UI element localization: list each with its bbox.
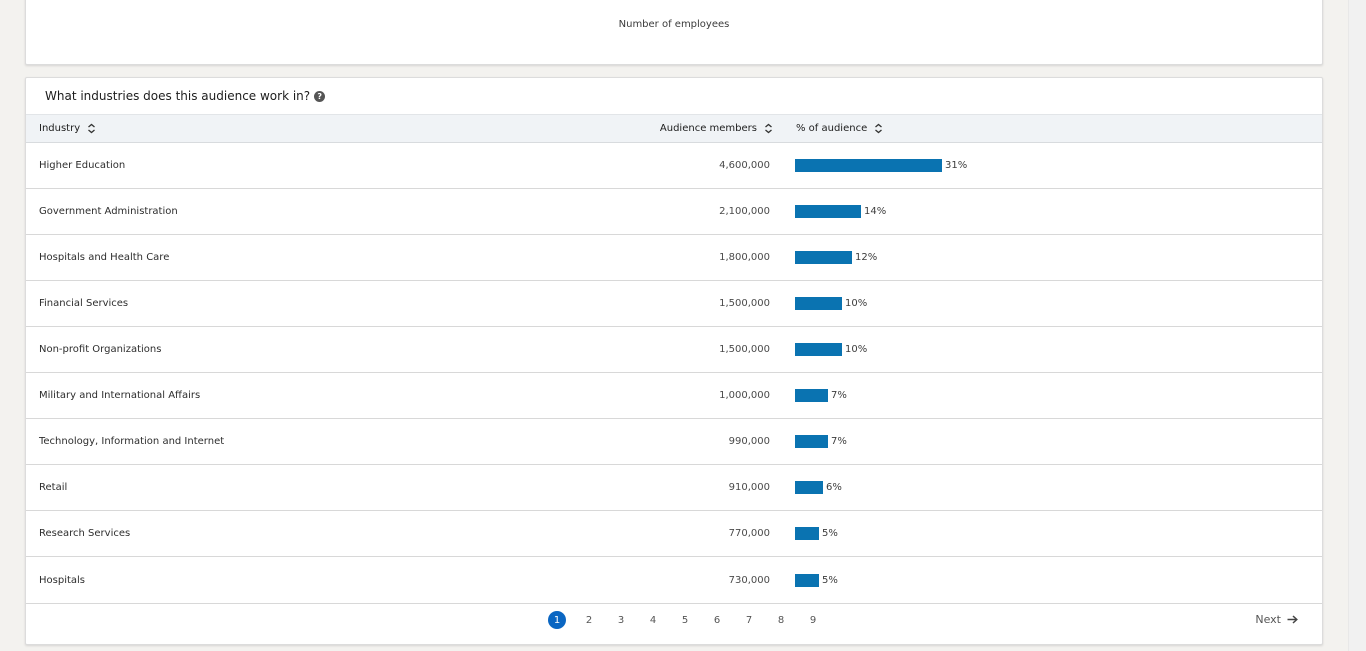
industry-name: Financial Services [39, 298, 129, 309]
page-5[interactable]: 5 [681, 614, 689, 626]
pct-label: 14% [864, 206, 887, 217]
audience-members: 2,100,000 [719, 206, 770, 217]
pct-label: 7% [831, 436, 847, 447]
pct-cell: 5% [795, 557, 838, 603]
x-axis-label: Number of employees [618, 19, 730, 30]
industries-card: What industries does this audience work … [25, 77, 1323, 645]
industry-name: Technology, Information and Internet [39, 436, 225, 447]
pct-bar [795, 527, 819, 540]
page-2[interactable]: 2 [585, 614, 593, 626]
industry-name: Hospitals and Health Care [39, 252, 170, 263]
page-list: 1 2 3 4 5 6 7 8 9 [548, 611, 836, 629]
pct-cell: 7% [795, 373, 847, 418]
table-row: Retail 910,000 6% [26, 465, 1322, 511]
pct-bar [795, 251, 852, 264]
pct-cell: 10% [795, 327, 867, 372]
pct-bar [795, 389, 828, 402]
audience-members: 1,500,000 [719, 344, 770, 355]
audience-members: 1,000,000 [719, 390, 770, 401]
page-1[interactable]: 1 [548, 611, 566, 629]
pct-cell: 6% [795, 465, 842, 510]
pct-bar [795, 297, 842, 310]
page-6[interactable]: 6 [713, 614, 721, 626]
pct-label: 7% [831, 390, 847, 401]
industry-name: Research Services [39, 528, 131, 539]
pct-label: 10% [845, 344, 868, 355]
audience-members: 1,500,000 [719, 298, 770, 309]
table-row: Government Administration 2,100,000 14% [26, 189, 1322, 235]
audience-members: 990,000 [728, 436, 770, 447]
table-row: Financial Services 1,500,000 10% [26, 281, 1322, 327]
scrollbar[interactable] [1348, 0, 1366, 651]
pct-bar [795, 159, 942, 172]
pct-label: 5% [822, 528, 838, 539]
column-header-industry[interactable]: Industry [39, 115, 96, 142]
table-row: Non-profit Organizations 1,500,000 10% [26, 327, 1322, 373]
pct-label: 6% [826, 482, 842, 493]
pct-cell: 10% [795, 281, 867, 326]
industry-name: Higher Education [39, 160, 126, 171]
next-label: Next [1255, 613, 1281, 626]
pct-bar [795, 205, 861, 218]
column-label-pct: % of audience [796, 123, 868, 134]
column-header-members[interactable]: Audience members [660, 115, 773, 142]
industries-title: What industries does this audience work … [45, 89, 311, 103]
table-row: Hospitals 730,000 5% [26, 557, 1322, 604]
page-9[interactable]: 9 [809, 614, 817, 626]
pct-cell: 5% [795, 511, 838, 556]
pct-cell: 14% [795, 189, 886, 234]
next-button[interactable]: Next [1255, 613, 1298, 626]
industry-name: Non-profit Organizations [39, 344, 162, 355]
pct-label: 10% [845, 298, 868, 309]
industries-header: What industries does this audience work … [26, 78, 1322, 114]
table-body: Higher Education 4,600,000 31% Governmen… [26, 143, 1322, 604]
page-8[interactable]: 8 [777, 614, 785, 626]
sort-icon[interactable] [87, 123, 96, 134]
page-4[interactable]: 4 [649, 614, 657, 626]
sort-icon[interactable] [764, 123, 773, 134]
pct-bar [795, 481, 823, 494]
pct-cell: 31% [795, 143, 967, 188]
pct-bar [795, 573, 819, 587]
help-icon[interactable]: ? [314, 91, 326, 102]
pct-bar [795, 343, 842, 356]
pct-label: 5% [822, 574, 838, 586]
arrow-right-icon [1287, 615, 1298, 624]
pct-cell: 7% [795, 419, 847, 464]
table-header: Industry Audience members % of audience [26, 114, 1322, 143]
sort-icon[interactable] [874, 123, 883, 134]
table-row: Military and International Affairs 1,000… [26, 373, 1322, 419]
pct-cell: 12% [795, 235, 877, 280]
column-label-industry: Industry [39, 123, 81, 134]
table-row: Technology, Information and Internet 990… [26, 419, 1322, 465]
page-7[interactable]: 7 [745, 614, 753, 626]
pagination: 1 2 3 4 5 6 7 8 9 Next [26, 598, 1322, 644]
pct-label: 31% [945, 160, 968, 171]
industry-name: Military and International Affairs [39, 390, 201, 401]
table-row: Research Services 770,000 5% [26, 511, 1322, 557]
industry-name: Government Administration [39, 206, 178, 217]
pct-label: 12% [855, 252, 878, 263]
audience-members: 910,000 [728, 482, 770, 493]
industry-name: Hospitals [39, 574, 86, 586]
page-3[interactable]: 3 [617, 614, 625, 626]
column-header-pct[interactable]: % of audience [796, 115, 883, 142]
table-row: Higher Education 4,600,000 31% [26, 143, 1322, 189]
employees-chart-card: Number of employees [25, 0, 1323, 65]
audience-members: 1,800,000 [719, 252, 770, 263]
table-row: Hospitals and Health Care 1,800,000 12% [26, 235, 1322, 281]
audience-members: 4,600,000 [719, 160, 770, 171]
audience-members: 770,000 [728, 528, 770, 539]
audience-members: 730,000 [728, 574, 770, 586]
pct-bar [795, 435, 828, 448]
industry-name: Retail [39, 482, 68, 493]
column-label-members: Audience members [659, 123, 757, 134]
